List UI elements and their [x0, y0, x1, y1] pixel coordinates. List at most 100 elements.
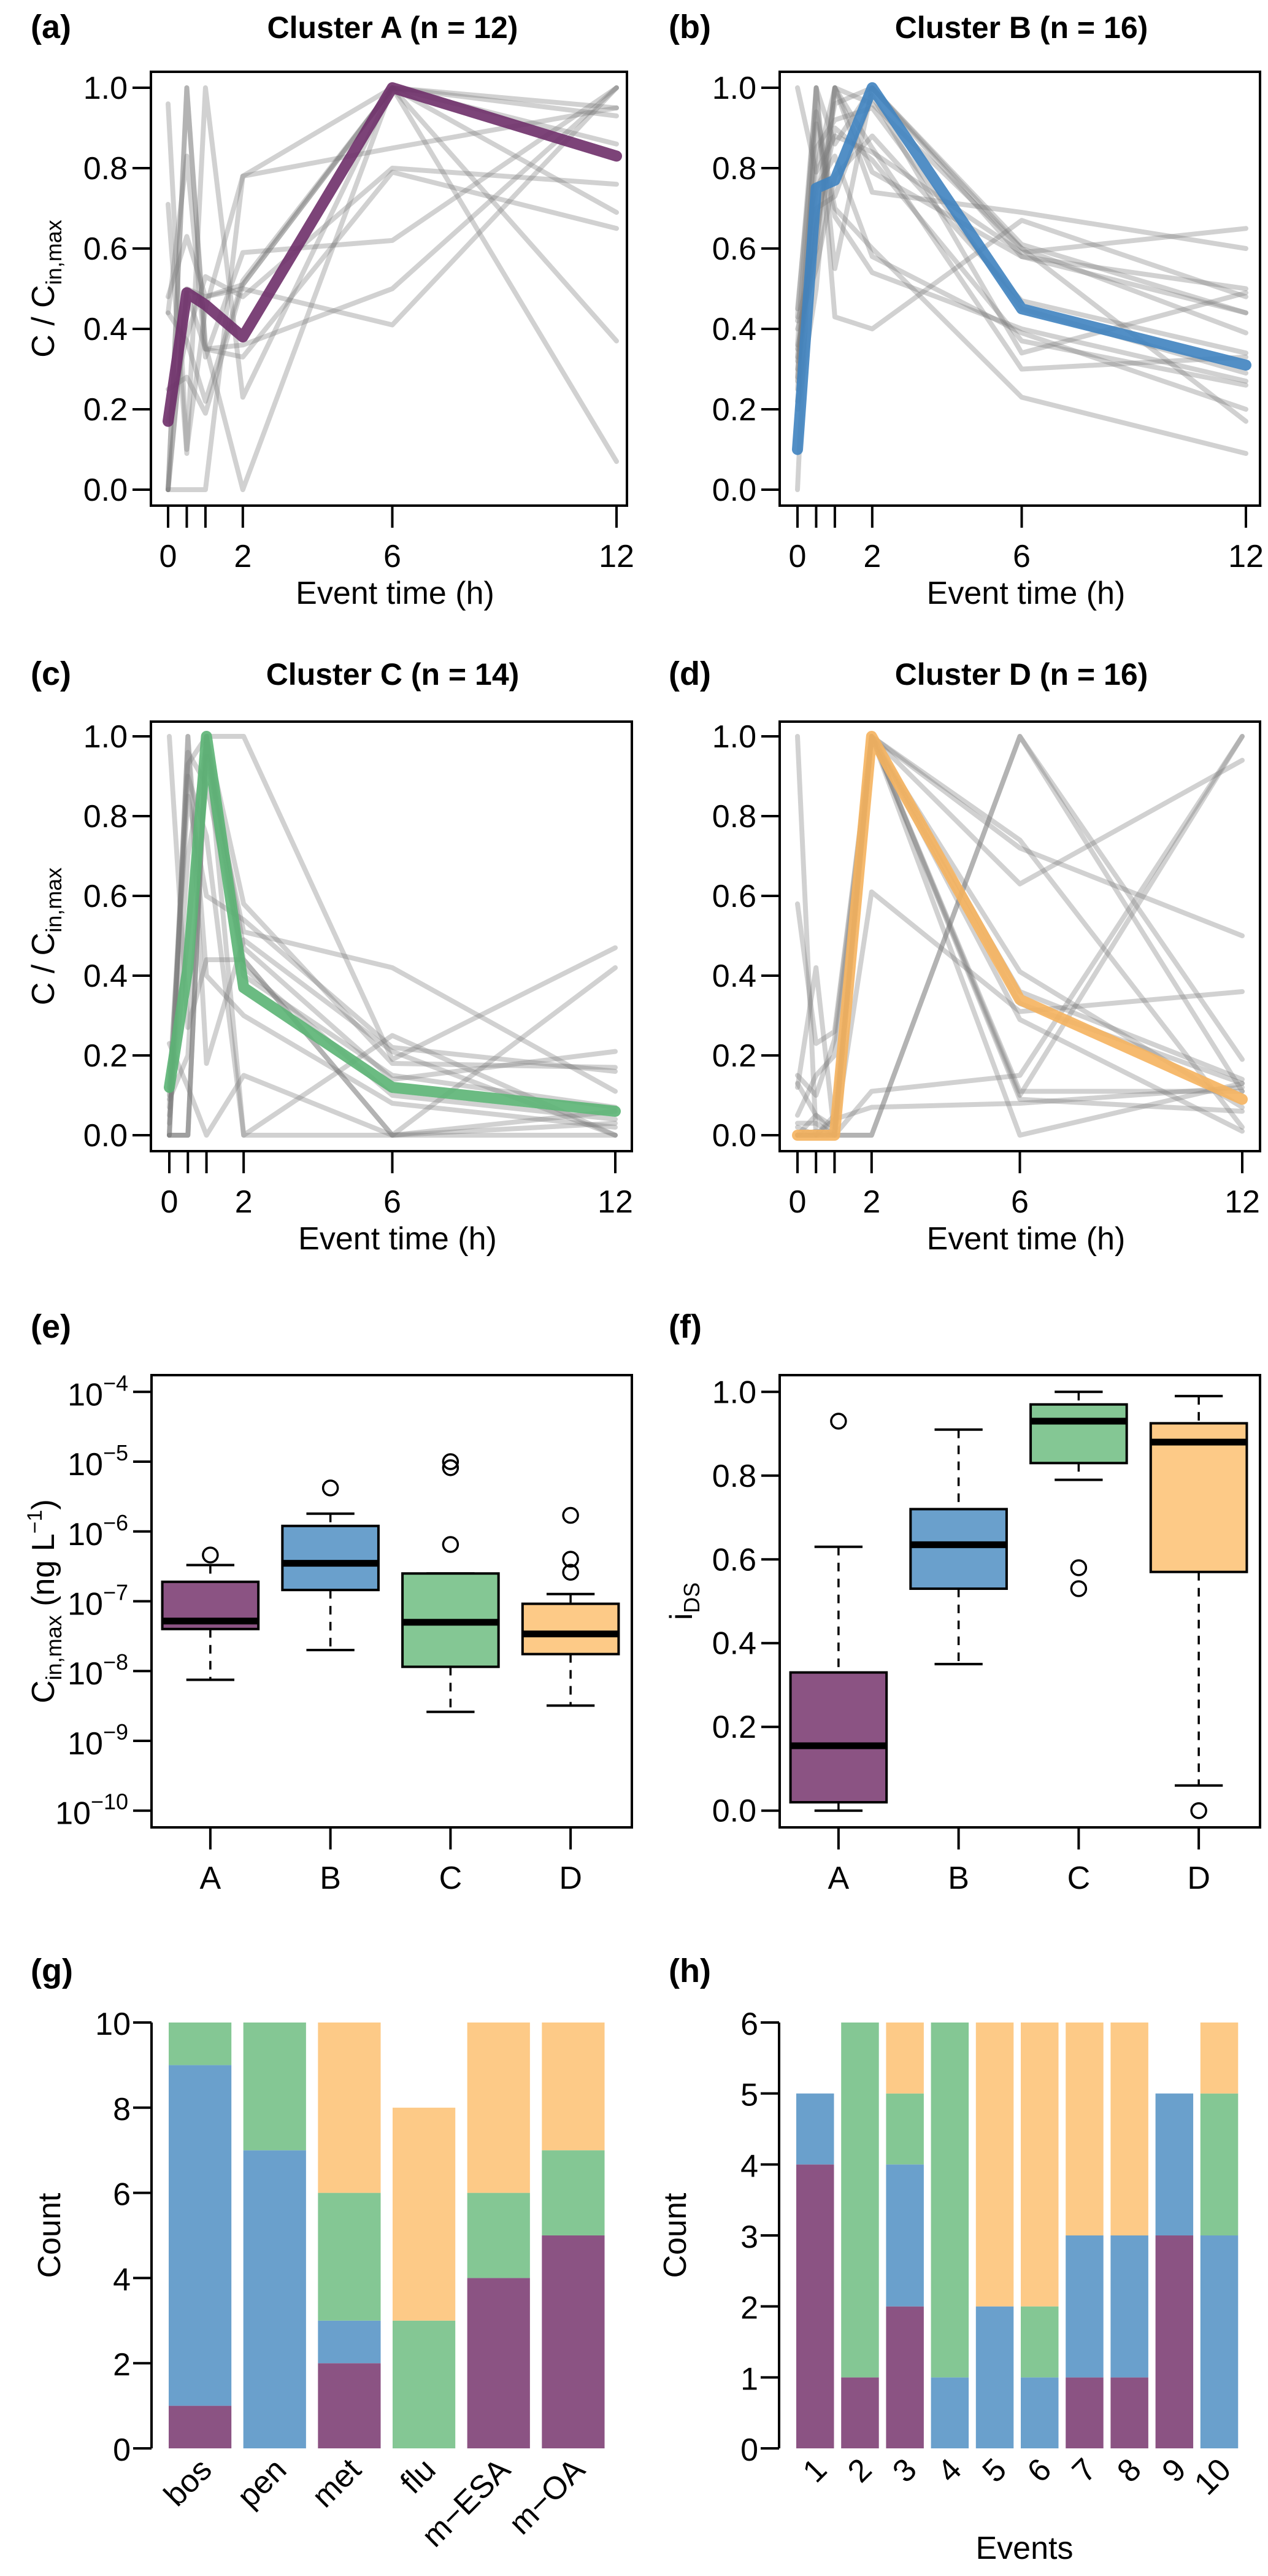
bar-segment-B [886, 2164, 924, 2307]
x-tick-label: C [1067, 1861, 1091, 1896]
profile-line [166, 85, 619, 360]
tick-base: 10 [67, 1587, 103, 1622]
y-tick-label: 0.8 [712, 151, 756, 187]
x-tick-label: 0 [789, 1184, 807, 1220]
plot-frame [778, 71, 1261, 507]
profile-line [167, 734, 618, 1138]
x-tick-label: 12 [599, 539, 634, 574]
centroid-line-D [792, 731, 1248, 1141]
y-tick-label: 2 [740, 2291, 758, 2326]
outlier-point [1190, 1802, 1207, 1819]
panel-title: Cluster B (n = 16) [895, 10, 1148, 45]
y-axis-label: Cin,max (ng L−1) [23, 1499, 66, 1703]
profile-line [167, 734, 618, 1098]
panel-tag: (b) [669, 9, 711, 45]
panel-tag: (e) [31, 1308, 71, 1345]
bar-segment-C [318, 2192, 381, 2321]
bar-segment-C [393, 2320, 456, 2448]
bar-segment-B [1110, 2235, 1148, 2378]
y-tick-label: 4 [113, 2262, 131, 2297]
bar-segment-A [796, 2164, 834, 2448]
x-axis-label: Event time (h) [927, 576, 1126, 611]
x-tick-label: C [439, 1861, 463, 1896]
y-tick-label: 0.2 [83, 392, 128, 428]
panel-c: (c) Cluster C (n = 14) 0.0 0.2 0.4 0.6 0.8 1.0 0… [26, 655, 633, 1257]
bar-segment-D [1066, 2023, 1104, 2235]
bar-segment-A [1110, 2377, 1148, 2448]
profile-line [167, 965, 618, 1138]
y-tick-label: 3 [740, 2219, 758, 2255]
tick-exponent: −5 [103, 1440, 128, 1465]
profile-line [795, 85, 1248, 492]
bar-segment-C [169, 2023, 232, 2065]
bar-segment-B [975, 2306, 1014, 2448]
box-D: D [521, 1506, 620, 1896]
x-tick-label: 0 [159, 539, 177, 574]
bar-segment-D [393, 2107, 456, 2321]
y-tick-label: 0.8 [712, 1459, 756, 1494]
y-label-main: C [26, 1680, 61, 1703]
profile-line [795, 121, 1248, 384]
bar-segment-B [1155, 2093, 1194, 2235]
y-tick-label: 0.2 [712, 1710, 756, 1745]
y-tick-label: 0.0 [712, 1118, 756, 1154]
x-tick-label: 2 [841, 2451, 878, 2489]
x-tick-label: m−OA [502, 2451, 592, 2541]
profile-line [167, 734, 618, 1138]
bar-stack-6: 6 [1021, 2023, 1059, 2489]
x-tick-label: 8 [1110, 2451, 1148, 2489]
y-label-subscript: in,max [41, 1615, 66, 1680]
outlier-point [1070, 1580, 1088, 1597]
x-tick-label: pen [231, 2451, 293, 2514]
y-tick-label: 0.0 [712, 472, 756, 508]
y-label-main: i [664, 1613, 699, 1621]
box-iqr [1149, 1422, 1248, 1573]
y-axis-label: C / Cin,max [26, 220, 66, 357]
bar-segment-D [975, 2023, 1014, 2307]
box-C: C [1029, 1390, 1128, 1896]
y-label-superscript: −1 [23, 1510, 47, 1533]
x-tick-label: 6 [383, 539, 401, 574]
bar-segment-A [841, 2377, 879, 2448]
x-tick-label: 2 [863, 539, 881, 574]
outlier-point [442, 1453, 459, 1470]
x-tick-label: 6 [1021, 2451, 1058, 2489]
box-A: A [789, 1413, 888, 1896]
y-tick-label: 1.0 [83, 719, 128, 755]
centroid-line-C [164, 731, 621, 1117]
bar-segment-C [931, 2023, 969, 2378]
bar-segment-B [1200, 2235, 1239, 2448]
box-A: A [161, 1546, 260, 1896]
bar-segment-A [1066, 2377, 1104, 2448]
y-tick-label: 0 [113, 2432, 131, 2468]
tick-base: 10 [67, 1517, 103, 1552]
x-tick-label: 0 [789, 539, 807, 574]
centroid-line-A [163, 82, 622, 427]
y-tick-label: 0.6 [83, 879, 128, 914]
bar-stack-flu: flu [393, 2107, 456, 2501]
y-tick-label: 0 [740, 2432, 758, 2468]
profile-lines [792, 82, 1251, 492]
x-tick-label: 6 [1013, 539, 1031, 574]
profile-lines [164, 731, 621, 1138]
panel-title: Cluster D (n = 16) [895, 657, 1148, 692]
profile-line [795, 889, 1245, 1138]
bar-stack-7: 7 [1066, 2023, 1104, 2489]
bar-stack-9: 9 [1155, 2093, 1194, 2489]
y-tick-label: 10 [95, 2007, 131, 2042]
x-tick-label: 7 [1066, 2451, 1103, 2489]
bar-segment-D [542, 2023, 605, 2151]
x-tick-label: D [559, 1861, 582, 1896]
panel-title: Cluster A (n = 12) [267, 10, 518, 45]
profile-line [166, 85, 619, 492]
x-tick-label: 12 [597, 1184, 633, 1220]
y-tick-label: 0.4 [83, 312, 128, 347]
y-label-subscript: DS [679, 1583, 704, 1613]
x-tick-label: 0 [161, 1184, 179, 1220]
tick-exponent: −6 [103, 1510, 128, 1535]
panel-tag: (d) [669, 655, 711, 692]
y-axis-label: C / Cin,max [26, 868, 66, 1005]
y-tick-label: 0.4 [712, 1626, 756, 1662]
